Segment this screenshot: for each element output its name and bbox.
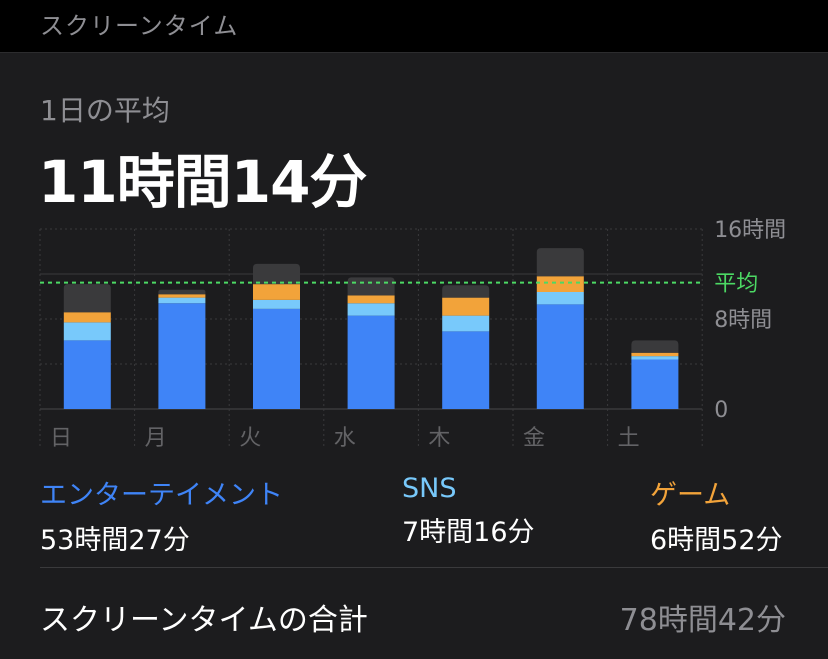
daily-average-value: 11時間14分	[38, 148, 367, 216]
bar-月	[158, 289, 206, 409]
x-axis-labels: 日月火水木金土	[50, 426, 640, 451]
y-tick-8: 8時間	[714, 308, 772, 333]
bar-segment-other	[536, 248, 584, 277]
x-tick-火: 火	[239, 426, 261, 451]
category-game[interactable]: ゲーム 6時間52分	[650, 473, 783, 557]
bar-segment-entertainment	[63, 340, 111, 409]
divider	[40, 567, 828, 568]
bar-segment-entertainment	[253, 308, 300, 409]
y-average-label: 平均	[714, 272, 758, 297]
bar-segment-entertainment	[631, 359, 679, 409]
section-title: スクリーンタイム	[40, 12, 239, 40]
bar-金	[536, 248, 584, 409]
bar-segment-game	[63, 312, 111, 323]
section-header: スクリーンタイム	[0, 0, 828, 53]
x-tick-木: 木	[428, 426, 450, 451]
category-entertainment[interactable]: エンターテイメント 53時間27分	[40, 473, 283, 557]
total-value: 78時間42分	[619, 603, 786, 638]
bar-segment-game	[631, 352, 679, 357]
bar-segment-other	[347, 277, 395, 296]
bar-segment-sns	[442, 315, 490, 332]
bar-segment-game	[158, 294, 206, 298]
daily-average-label: 1日の平均	[40, 94, 170, 127]
bar-segment-game	[347, 295, 395, 304]
bar-木	[442, 285, 490, 409]
chart-bars	[63, 248, 679, 409]
y-tick-0: 0	[714, 398, 728, 423]
bar-segment-other	[158, 289, 206, 295]
category-time-entertainment: 53時間27分	[40, 525, 190, 556]
bar-火	[253, 263, 300, 409]
total-label: スクリーンタイムの合計	[40, 603, 368, 638]
x-tick-水: 水	[334, 426, 356, 451]
x-tick-月: 月	[145, 426, 167, 451]
category-name-game: ゲーム	[650, 480, 731, 511]
bar-segment-sns	[347, 303, 395, 316]
bar-segment-other	[63, 284, 111, 313]
bar-segment-sns	[63, 322, 111, 341]
bar-segment-sns	[631, 356, 679, 360]
bar-水	[347, 277, 395, 409]
category-name-sns: SNS	[402, 473, 457, 504]
x-tick-日: 日	[50, 426, 72, 451]
bar-segment-game	[442, 297, 490, 316]
y-tick-16: 16時間	[714, 218, 786, 243]
category-time-sns: 7時間16分	[402, 517, 535, 548]
bar-segment-other	[253, 263, 300, 285]
bar-segment-sns	[253, 299, 300, 309]
category-sns[interactable]: SNS 7時間16分	[402, 473, 535, 549]
bar-segment-other	[631, 340, 679, 353]
x-tick-土: 土	[618, 426, 640, 451]
bar-土	[631, 340, 679, 409]
bar-segment-game	[253, 284, 300, 300]
bar-日	[63, 284, 111, 409]
category-time-game: 6時間52分	[650, 525, 783, 556]
bar-segment-sns	[536, 292, 584, 305]
bar-segment-entertainment	[347, 315, 395, 409]
bar-segment-entertainment	[536, 304, 584, 409]
category-name-entertainment: エンターテイメント	[40, 480, 283, 511]
x-tick-金: 金	[523, 426, 545, 451]
bar-segment-game	[536, 276, 584, 292]
bar-segment-entertainment	[442, 331, 490, 409]
bar-segment-sns	[158, 297, 206, 304]
screen-time-card[interactable]: 1日の平均 11時間14分 16時間平均 8時間 0 日 月 火 水 木 金 土 エンターテイメ…	[0, 53, 828, 659]
bar-segment-entertainment	[158, 303, 206, 409]
bar-segment-other	[442, 285, 490, 298]
